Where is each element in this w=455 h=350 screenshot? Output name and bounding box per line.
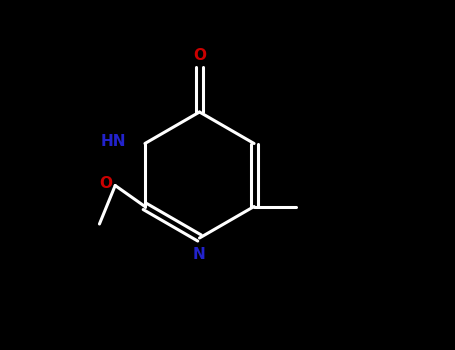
- Text: HN: HN: [100, 134, 126, 149]
- Text: N: N: [193, 247, 206, 262]
- Text: O: O: [193, 48, 206, 63]
- Text: O: O: [99, 176, 112, 191]
